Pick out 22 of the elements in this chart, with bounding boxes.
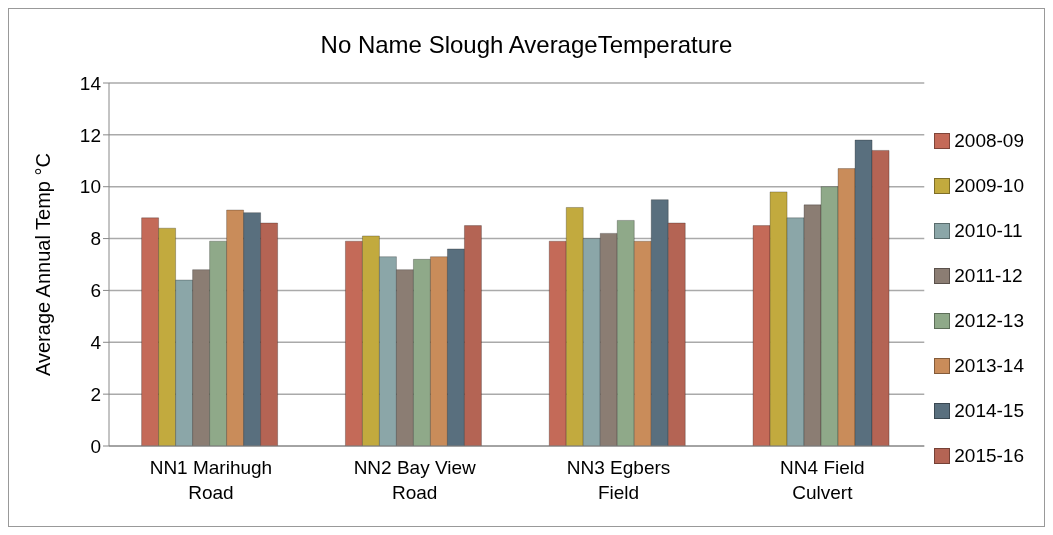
legend-label: 2015-16 [954, 445, 1024, 467]
legend-label: 2014-15 [954, 400, 1024, 422]
x-tick-label: NN4 Field Culvert [780, 457, 865, 503]
x-tick-label: NN2 Bay View Road [353, 457, 477, 503]
legend-label: 2013-14 [954, 355, 1024, 377]
y-tick-label: 4 [90, 332, 102, 354]
x-tick-label: NN3 Egbers Field [566, 457, 671, 503]
y-tick-label: 0 [90, 435, 101, 457]
legend-label: 2010-11 [954, 220, 1023, 242]
chart-title: No Name Slough AverageTemperature [319, 30, 734, 60]
x-tick-label: NN1 Marihugh Road [149, 457, 273, 503]
y-tick-label: 6 [90, 280, 101, 302]
legend-label: 2012-13 [954, 310, 1024, 332]
y-tick-label: 2 [90, 383, 101, 405]
legend-label: 2009-10 [954, 175, 1024, 197]
y-tick-label: 8 [90, 228, 101, 250]
legend-label: 2008-09 [954, 130, 1024, 152]
y-tick-label: 10 [79, 176, 101, 198]
y-axis-title: Average Annual Temp °C [32, 153, 55, 376]
y-tick-label: 12 [79, 124, 101, 146]
y-tick-label: 14 [79, 72, 102, 94]
legend-label: 2011-12 [954, 265, 1023, 287]
